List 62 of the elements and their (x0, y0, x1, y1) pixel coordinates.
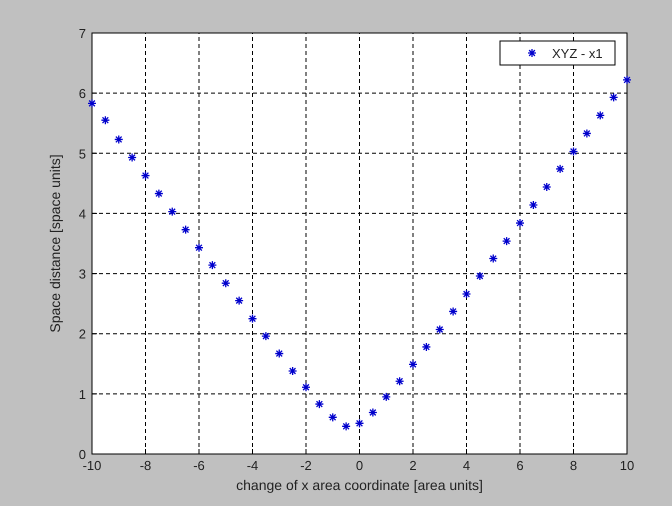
point (382, 392, 391, 402)
y-tick-label: 6 (78, 86, 86, 102)
point (542, 182, 552, 192)
point (194, 243, 204, 252)
point (448, 306, 458, 316)
y-tick-label: 2 (78, 326, 86, 342)
y-tick-label: 4 (78, 206, 86, 222)
point (622, 75, 632, 85)
x-tick-label: -2 (300, 458, 312, 473)
point (435, 324, 444, 334)
x-tick-label: -8 (140, 458, 152, 473)
point (114, 134, 124, 144)
point (328, 412, 338, 422)
point (502, 236, 512, 246)
point (234, 296, 244, 306)
point (274, 348, 284, 358)
point (221, 278, 230, 288)
point (168, 206, 177, 216)
x-tick-label: 10 (620, 458, 634, 473)
point (140, 170, 150, 180)
x-tick-label: 2 (409, 458, 417, 473)
y-axis-title: Space distance [space units] (47, 154, 63, 333)
x-tick-label: -6 (193, 458, 205, 473)
point (180, 225, 190, 234)
x-axis-title: change of x area coordinate [area units] (236, 477, 483, 493)
point (422, 342, 432, 352)
point (555, 164, 565, 174)
point (288, 366, 298, 376)
point (248, 314, 258, 324)
point (462, 289, 472, 299)
legend: XYZ - x1 (500, 40, 616, 66)
y-tick-label: 1 (78, 386, 86, 402)
point (368, 408, 378, 418)
point (394, 376, 404, 386)
point (596, 110, 605, 120)
legend-label: XYZ - x1 (552, 46, 603, 61)
y-tick-label: 3 (78, 266, 86, 282)
x-tick-label: -4 (246, 458, 258, 473)
x-tick-label: 0 (356, 458, 364, 473)
point (528, 200, 538, 210)
x-tick-label: 8 (570, 458, 578, 473)
point (261, 331, 271, 341)
point (208, 260, 218, 270)
point (515, 218, 525, 228)
point (608, 92, 618, 102)
point (568, 146, 578, 156)
point (582, 128, 592, 138)
point (301, 382, 311, 392)
point (354, 418, 364, 428)
point (314, 399, 324, 409)
y-tick-label: 5 (78, 146, 86, 162)
x-tick-label: 6 (516, 458, 524, 473)
point (127, 152, 137, 162)
point (87, 98, 97, 108)
point (488, 254, 498, 264)
point (408, 360, 418, 370)
point (154, 188, 164, 198)
point (475, 271, 485, 281)
point (100, 116, 110, 125)
point (341, 422, 351, 431)
y-tick-label: 7 (78, 26, 86, 41)
x-tick-label: 4 (462, 458, 470, 473)
